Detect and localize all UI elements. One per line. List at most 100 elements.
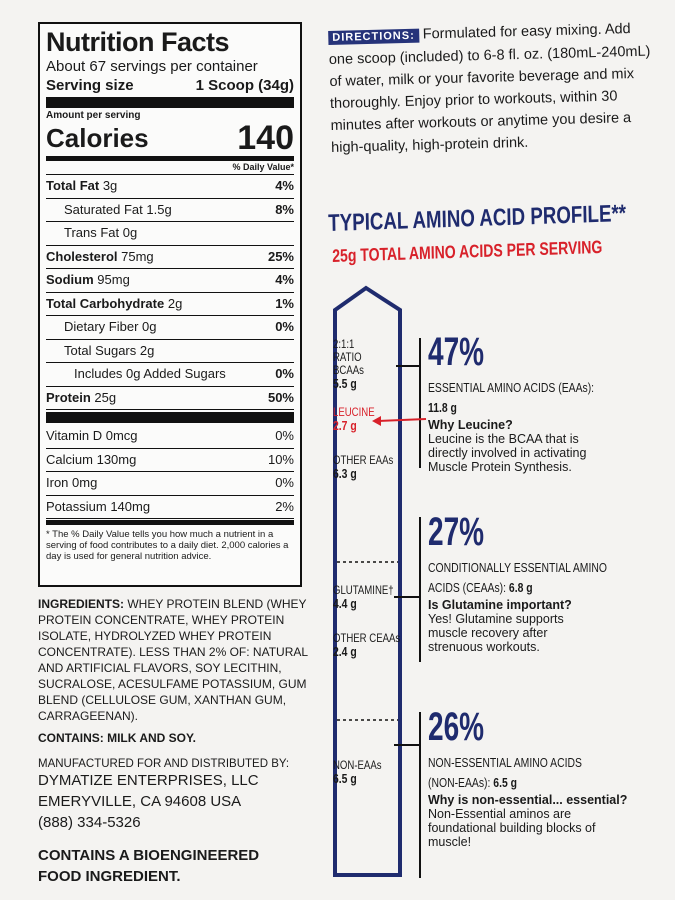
column-outline bbox=[333, 285, 402, 877]
nutrient-name: Total Sugars 2g bbox=[64, 340, 154, 363]
non-eaa-text: NON-EAAs bbox=[333, 758, 382, 772]
vitamin-dv: 0% bbox=[275, 475, 294, 490]
section-question: Why is non-essential... essential? bbox=[428, 793, 628, 807]
nutrient-dv: 0% bbox=[275, 319, 294, 334]
section-heading: NON-ESSENTIAL AMINO ACIDS (NON-EAAs): 6.… bbox=[428, 753, 612, 793]
section-heading-text: CONDITIONALLY ESSENTIAL AMINO ACIDS (CEA… bbox=[428, 560, 607, 595]
nutrient-row: Cholesterol 75mg 25% bbox=[46, 246, 294, 269]
nutrient-amount: 0g bbox=[142, 319, 157, 334]
nutrient-dv: 8% bbox=[275, 201, 294, 217]
calories-label: Calories bbox=[46, 123, 149, 153]
divider bbox=[46, 97, 294, 108]
nutrient-amount: 0g bbox=[122, 225, 138, 240]
glutamine-label: GLUTAMINE† 4.4 g bbox=[333, 584, 394, 611]
nutrient-row: Protein 25g 50% bbox=[46, 387, 294, 410]
nutrient-label: Sodium bbox=[46, 272, 94, 287]
section-heading-text: ESSENTIAL AMINO ACIDS (EAAs): bbox=[428, 380, 595, 395]
calories-value: 140 bbox=[237, 119, 294, 157]
serving-size: Serving size 1 Scoop (34g) bbox=[46, 76, 294, 95]
nutrient-name: Sodium 95mg bbox=[46, 269, 130, 292]
nutrient-name: Cholesterol 75mg bbox=[46, 246, 154, 269]
allergen-statement: CONTAINS: MILK AND SOY. bbox=[38, 731, 196, 745]
nutrient-row: Total Sugars 2g bbox=[46, 340, 294, 363]
divider bbox=[46, 156, 294, 161]
ingredients-text: WHEY PROTEIN BLEND (WHEY PROTEIN CONCENT… bbox=[38, 597, 308, 723]
nutrient-label: Total Carbohydrate bbox=[46, 295, 165, 311]
nutrition-facts-panel: Nutrition Facts About 67 servings per co… bbox=[38, 22, 302, 587]
vitamin-dv: 0% bbox=[275, 428, 294, 443]
nutrient-dv: 1% bbox=[275, 295, 294, 311]
vitamin-row: Calcium 130mg 10% bbox=[46, 449, 294, 472]
nutrient-row: Total Fat 3g 4% bbox=[46, 175, 294, 199]
nutrient-name: Dietary Fiber 0g bbox=[64, 316, 157, 339]
nutrient-label: Dietary Fiber bbox=[64, 319, 139, 334]
section-answer: Non-Essential aminos are foundational bu… bbox=[428, 807, 596, 849]
nutrient-amount: 3g bbox=[102, 178, 118, 193]
manufacturer-address: EMERYVILLE, CA 94608 USA bbox=[38, 793, 242, 810]
other-ceaa-text: OTHER CEAAs bbox=[333, 631, 401, 645]
bcaa-value: 5.5 g bbox=[333, 376, 357, 391]
amino-percent: 26% bbox=[428, 705, 485, 749]
footnote: * The % Daily Value tells you how much a… bbox=[46, 529, 289, 562]
section-amount: 6.5 g bbox=[493, 775, 517, 790]
leucine-text: LEUCINE bbox=[333, 405, 375, 419]
divider bbox=[46, 520, 294, 525]
nutrient-rows: Total Fat 3g 4% Saturated Fat 1.5g 8% Trans … bbox=[46, 175, 294, 410]
amino-section: ESSENTIAL AMINO ACIDS (EAAs): 11.8 g Why … bbox=[428, 378, 668, 474]
vitamin-amount: 130mg bbox=[96, 451, 137, 467]
nutrient-name: Saturated Fat 1.5g bbox=[64, 199, 172, 222]
amino-section: CONDITIONALLY ESSENTIAL AMINO ACIDS (CEA… bbox=[428, 558, 668, 654]
glutamine-text: GLUTAMINE† bbox=[333, 583, 394, 597]
section-heading: CONDITIONALLY ESSENTIAL AMINO ACIDS (CEA… bbox=[428, 558, 612, 598]
other-eaa-label: OTHER EAAs 6.3 g bbox=[333, 454, 393, 481]
vitamin-dv: 2% bbox=[275, 498, 294, 514]
manufacturer: MANUFACTURED FOR AND DISTRIBUTED BY: DYM… bbox=[38, 758, 308, 833]
section-answer: Yes! Glutamine supports muscle recovery … bbox=[428, 612, 564, 654]
manufacturer-heading: MANUFACTURED FOR AND DISTRIBUTED BY: bbox=[38, 758, 290, 770]
nutrient-label: Trans Fat bbox=[64, 225, 120, 240]
vitamin-name: Calcium 130mg bbox=[46, 449, 136, 472]
nutrient-row: Total Carbohydrate 2g 1% bbox=[46, 293, 294, 316]
vitamin-label: Calcium bbox=[46, 451, 93, 467]
glutamine-value: 4.4 g bbox=[333, 596, 357, 611]
amount-per-serving: Amount per serving bbox=[46, 110, 141, 121]
nutrient-dv: 4% bbox=[275, 272, 294, 287]
nutrient-dv: 25% bbox=[267, 248, 294, 264]
other-eaa-value: 6.3 g bbox=[333, 466, 357, 481]
vitamin-row: Potassium 140mg 2% bbox=[46, 496, 294, 519]
bcaa-text: 2:1:1 RATIO BCAAs bbox=[333, 337, 364, 377]
servings-per-container: About 67 servings per container bbox=[46, 58, 258, 75]
other-ceaa-value: 2.4 g bbox=[333, 644, 357, 659]
bracket-lines bbox=[394, 338, 421, 878]
nutrient-label: Protein bbox=[46, 389, 91, 405]
vitamin-rows: Vitamin D 0mcg 0% Calcium 130mg 10% Iron 0mg… bbox=[46, 425, 294, 519]
serving-size-label: Serving size bbox=[46, 77, 134, 94]
vitamin-amount: 0mcg bbox=[105, 428, 138, 443]
nutrient-row: Sodium 95mg 4% bbox=[46, 269, 294, 293]
non-eaa-label: NON-EAAs 6.5 g bbox=[333, 759, 382, 786]
daily-value-header: % Daily Value* bbox=[46, 162, 294, 175]
leucine-arrow bbox=[377, 418, 427, 422]
vitamin-name: Iron 0mg bbox=[46, 472, 97, 495]
nutrient-name: Includes 0g Added Sugars bbox=[74, 363, 226, 386]
leucine-value: 2.7 g bbox=[333, 418, 357, 433]
nutrient-row: Dietary Fiber 0g 0% bbox=[46, 316, 294, 340]
section-heading: ESSENTIAL AMINO ACIDS (EAAs): 11.8 g bbox=[428, 378, 612, 418]
arrow-head-icon bbox=[372, 416, 381, 426]
amino-percent: 27% bbox=[428, 510, 485, 554]
vitamin-label: Iron bbox=[46, 475, 69, 490]
manufacturer-phone: (888) 334-5326 bbox=[38, 814, 141, 831]
ingredients-label: INGREDIENTS: bbox=[38, 597, 125, 611]
vitamin-amount: 140mg bbox=[110, 498, 151, 514]
nutrient-dv: 50% bbox=[267, 389, 294, 405]
nutrient-label: Cholesterol bbox=[46, 248, 118, 264]
nutrient-amount: 25g bbox=[94, 389, 117, 405]
section-heading-text: NON-ESSENTIAL AMINO ACIDS (NON-EAAs): bbox=[428, 755, 582, 790]
nutrient-name: Trans Fat 0g bbox=[64, 222, 137, 245]
ingredients: INGREDIENTS: WHEY PROTEIN BLEND (WHEY PR… bbox=[38, 596, 308, 746]
nutrient-row: Trans Fat 0g bbox=[46, 222, 294, 246]
nutrient-dv: 0% bbox=[275, 366, 294, 381]
vitamin-dv: 10% bbox=[267, 451, 294, 467]
vitamin-label: Potassium bbox=[46, 498, 107, 514]
